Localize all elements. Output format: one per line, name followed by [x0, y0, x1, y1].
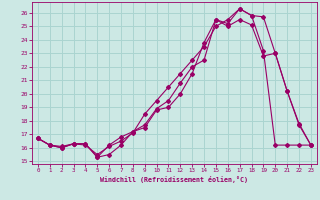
X-axis label: Windchill (Refroidissement éolien,°C): Windchill (Refroidissement éolien,°C) — [100, 176, 248, 183]
